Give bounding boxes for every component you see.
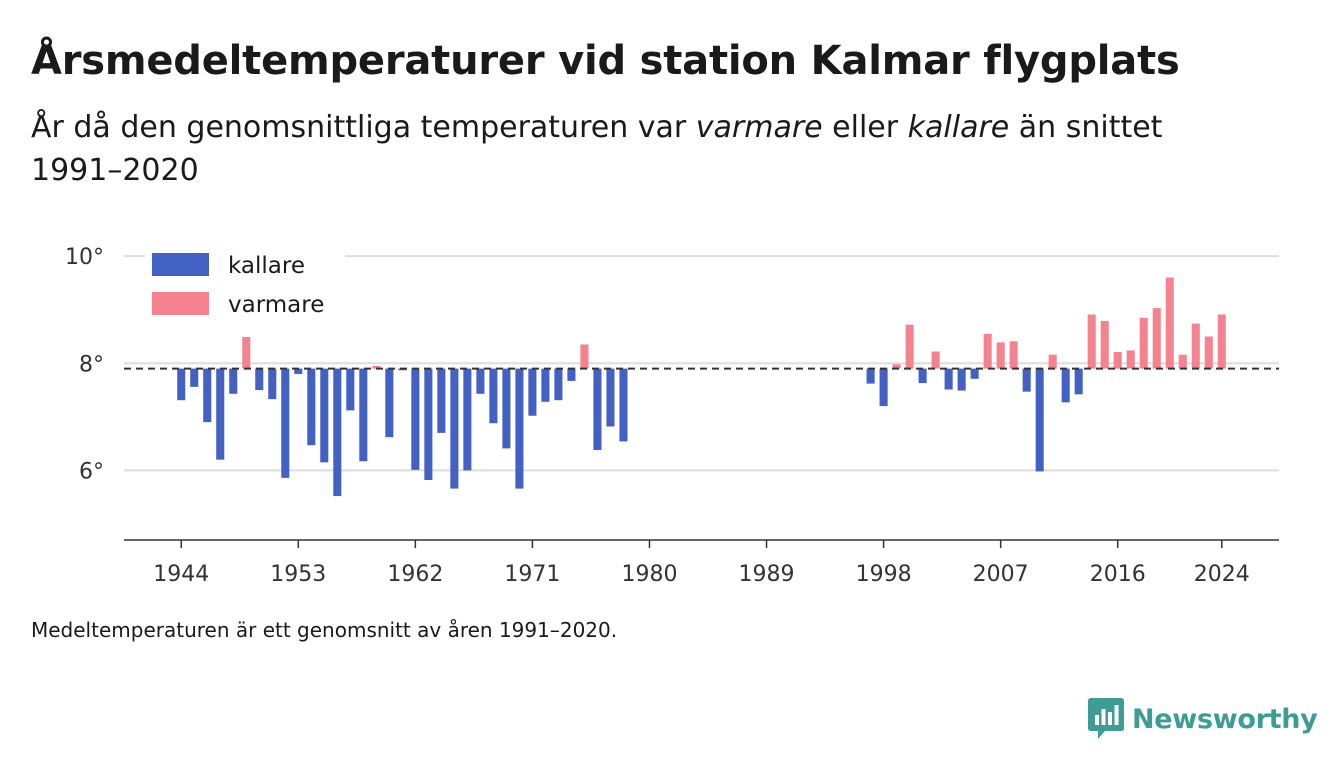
bar-colder: [463, 368, 472, 471]
brand-logo[interactable]: Newsworthy: [1088, 698, 1318, 740]
bar-warmer: [1048, 354, 1057, 369]
bar-warmer: [905, 324, 914, 369]
bar-warmer: [580, 344, 589, 369]
bar-colder: [1061, 368, 1070, 403]
bar-warmer: [1139, 317, 1148, 369]
chart-subtitle: År då den genomsnittliga temperaturen va…: [31, 106, 1261, 192]
bar-colder: [554, 368, 563, 401]
bar-colder: [437, 368, 446, 433]
bar-colder: [203, 368, 212, 423]
bar-colder: [528, 368, 537, 416]
bar-warmer: [892, 364, 901, 369]
bar-colder: [385, 368, 394, 438]
bar-colder: [502, 368, 511, 449]
bar-colder: [1074, 368, 1083, 395]
x-tick-label: 1998: [856, 562, 912, 587]
bar-colder: [307, 368, 316, 446]
bar-chart: 1944 1953 1962 1971 1980 1989 1998 2007 2016 2024…: [65, 245, 1279, 587]
y-axis-ticks: 6° 8° 10°: [65, 245, 104, 484]
x-tick-label: 2007: [973, 562, 1029, 587]
bar-colder: [190, 368, 199, 387]
subtitle-text-2: eller: [822, 110, 908, 145]
bar-colder: [476, 368, 485, 394]
bar-colder: [1022, 368, 1031, 392]
y-tick-label: 8°: [79, 352, 104, 377]
subtitle-warmer-word: varmare: [695, 110, 823, 145]
bar-colder: [346, 368, 355, 411]
legend: kallare varmare: [145, 249, 345, 325]
bar-colder: [411, 368, 420, 470]
x-tick-label: 1980: [621, 562, 677, 587]
bar-colder: [606, 368, 615, 427]
bar-colder: [619, 368, 628, 442]
bar-colder: [593, 368, 602, 451]
bar-warmer: [1126, 350, 1135, 369]
footnote: Medeltemperaturen är ett genomsnitt av å…: [31, 618, 618, 642]
legend-swatch-colder: [152, 253, 209, 276]
subtitle-text-1: År då den genomsnittliga temperaturen va…: [31, 110, 696, 145]
bar-warmer: [1178, 354, 1187, 369]
bar-warmer: [1191, 323, 1200, 369]
bar-warmer: [1204, 336, 1213, 369]
bar-colder: [255, 368, 264, 391]
bar-colder: [333, 368, 342, 497]
x-tick-label: 1944: [153, 562, 209, 587]
bar-colder: [541, 368, 550, 402]
bar-warmer: [1100, 320, 1109, 369]
legend-label-warmer: varmare: [228, 292, 324, 318]
chart-title: Årsmedeltemperaturer vid station Kalmar …: [31, 38, 1180, 84]
bar-colder: [216, 368, 225, 460]
subtitle-colder-word: kallare: [907, 110, 1010, 145]
bar-colder: [320, 368, 329, 463]
bar-warmer: [1087, 314, 1096, 369]
bar-colder: [281, 368, 290, 478]
bar-colder: [866, 368, 875, 384]
y-tick-label: 10°: [65, 245, 104, 270]
bar-warmer: [996, 342, 1005, 369]
x-tick-label: 1953: [270, 562, 326, 587]
bar-colder: [359, 368, 368, 462]
bar-warmer: [1217, 314, 1226, 369]
brand-name: Newsworthy: [1132, 703, 1318, 735]
bar-colder: [229, 368, 238, 394]
bar-warmer: [242, 337, 251, 369]
bar-colder: [567, 368, 576, 381]
legend-swatch-warmer: [152, 292, 209, 315]
bar-colder: [489, 368, 498, 424]
bar-colder: [879, 368, 888, 407]
x-axis-ticks: 1944 1953 1962 1971 1980 1989 1998 2007 2016 2024: [153, 540, 1250, 587]
bar-warmer: [1152, 308, 1161, 369]
bar-colder: [177, 368, 186, 401]
x-tick-label: 2016: [1090, 562, 1146, 587]
bar-warmer: [983, 333, 992, 369]
legend-label-colder: kallare: [228, 253, 305, 279]
bar-warmer: [931, 351, 940, 369]
x-tick-label: 1962: [387, 562, 443, 587]
bar-colder: [515, 368, 524, 489]
bars: [177, 277, 1226, 497]
bar-colder: [957, 368, 966, 391]
newsworthy-logo-icon: [1088, 698, 1124, 739]
bar-colder: [268, 368, 277, 400]
bar-warmer: [1113, 352, 1122, 369]
bar-colder: [944, 368, 953, 390]
bar-colder: [424, 368, 433, 481]
bar-warmer: [1009, 341, 1018, 369]
bar-colder: [450, 368, 459, 489]
x-tick-label: 1971: [504, 562, 560, 587]
bar-warmer: [1165, 277, 1174, 369]
x-tick-label: 2024: [1194, 562, 1250, 587]
y-tick-label: 6°: [79, 459, 104, 484]
bar-colder: [918, 368, 927, 384]
x-tick-label: 1989: [739, 562, 795, 587]
bar-colder: [1035, 368, 1044, 472]
bar-colder: [970, 368, 979, 379]
bar-colder: [294, 368, 303, 374]
subtitle-text-3: än snittet 1991–2020: [31, 110, 1163, 188]
bar-warmer: [372, 365, 381, 369]
